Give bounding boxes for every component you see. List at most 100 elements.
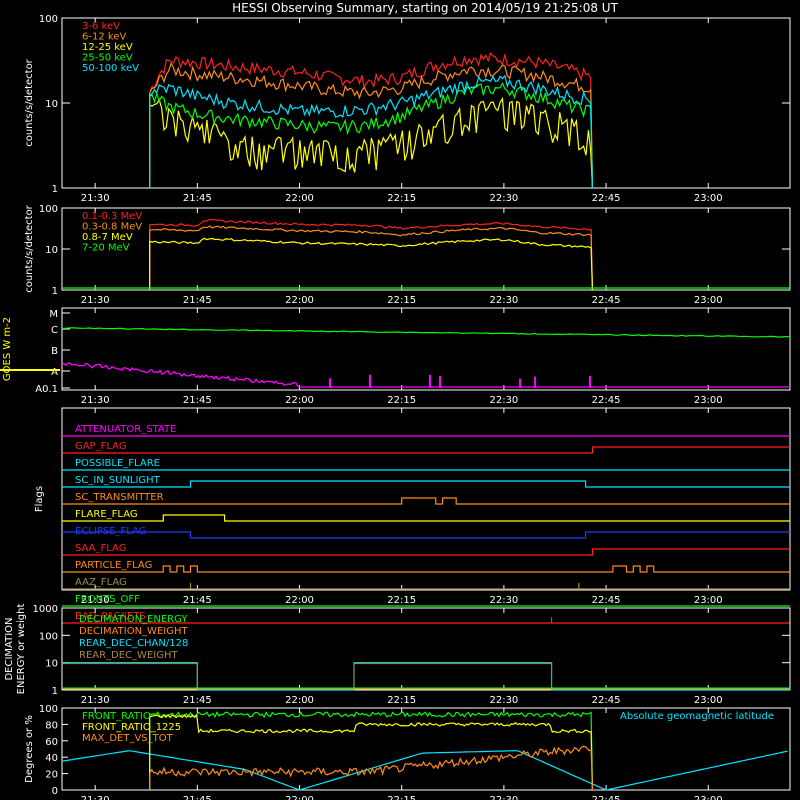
flag-label-2: POSSIBLE_FLARE xyxy=(75,458,160,469)
y-tick-label: 100 xyxy=(39,204,58,215)
flag-line-11 xyxy=(62,617,790,624)
flag-line-4 xyxy=(62,497,790,505)
x-tick-label: 22:30 xyxy=(489,193,518,204)
x-tick-label: 21:30 xyxy=(81,595,110,606)
series-line-0 xyxy=(149,218,594,291)
series-line-2 xyxy=(62,662,790,691)
x-tick-label: 22:15 xyxy=(387,193,416,204)
flag-label-8: PARTICLE_FLAG xyxy=(75,560,152,571)
legend-entry-3: REAR_DEC_WEIGHT xyxy=(79,650,178,661)
panel-frame-decimation xyxy=(61,607,791,691)
panel-frame-flags xyxy=(61,407,791,591)
flag-line-9 xyxy=(62,583,790,590)
y-axis-label: Flags xyxy=(34,486,45,512)
legend-entry-3: 25-50 keV xyxy=(82,53,133,64)
x-tick-label: 23:00 xyxy=(694,193,723,204)
legend-entry-0: DECIMATION_ENERGY xyxy=(79,614,188,625)
legend-entry-0: 0.1-0.3 MeV xyxy=(82,211,142,222)
y-tick-label: 20 xyxy=(45,770,58,781)
x-tick-label: 21:45 xyxy=(183,795,212,800)
y-axis-label-1: DECIMATION xyxy=(4,617,15,680)
annotation-label: Absolute geomagnetic latitude xyxy=(620,711,774,722)
y-axis-label: counts/s/detector xyxy=(24,58,35,146)
x-tick-label: 23:00 xyxy=(694,395,723,406)
x-tick-label: 22:15 xyxy=(387,695,416,706)
flag-label-11: BAD_PACKETS xyxy=(75,611,146,622)
y-tick-label: 100 xyxy=(39,14,58,25)
y-axis-label: GOES W m-2 xyxy=(2,317,13,381)
y-tick-label: 1000 xyxy=(33,604,58,615)
y-axis-label: counts/s/detector xyxy=(24,204,35,292)
x-tick-label: 21:30 xyxy=(81,193,110,204)
x-tick-label: 21:45 xyxy=(183,395,212,406)
legend-entry-0: 3-6 keV xyxy=(82,21,120,32)
series-line-cyan xyxy=(61,750,788,791)
y-tick-label: M xyxy=(49,309,58,320)
y-tick-label: 40 xyxy=(45,753,58,764)
x-tick-label: 22:00 xyxy=(285,295,314,306)
x-tick-label: 23:00 xyxy=(694,695,723,706)
series-line-0 xyxy=(149,710,594,791)
flag-line-7 xyxy=(62,548,790,556)
y-tick-label: 0 xyxy=(52,786,58,797)
x-tick-label: 22:45 xyxy=(592,695,621,706)
x-tick-label: 22:00 xyxy=(285,695,314,706)
series-line-1 xyxy=(149,713,594,791)
legend-entry-1: DECIMATION_WEIGHT xyxy=(79,626,188,637)
x-tick-label: 22:30 xyxy=(489,595,518,606)
flag-label-1: GAP_FLAG xyxy=(75,441,127,452)
flag-label-0: ATTENUATOR_STATE xyxy=(75,424,176,435)
y-tick-label: 1 xyxy=(52,286,58,297)
y-axis-label: Degrees or % xyxy=(24,715,35,783)
y-tick-label: A0.1 xyxy=(35,384,58,395)
legend-entry-0: FRONT_RATIO xyxy=(82,711,151,722)
flag-label-7: SAA_FLAG xyxy=(75,543,126,554)
x-tick-label: 22:45 xyxy=(592,295,621,306)
y-tick-label: 80 xyxy=(45,720,58,731)
flag-label-5: FLARE_FLAG xyxy=(75,509,138,520)
series-line-4 xyxy=(149,74,594,189)
x-tick-label: 22:45 xyxy=(592,595,621,606)
x-tick-label: 22:45 xyxy=(592,795,621,800)
legend-entry-2: REAR_DEC_CHAN/128 xyxy=(79,638,188,649)
series-line-3 xyxy=(62,663,790,690)
panel-frame-goes xyxy=(61,307,791,391)
flag-line-1 xyxy=(62,446,790,454)
y-tick-label: 100 xyxy=(39,704,58,715)
x-tick-label: 21:30 xyxy=(81,695,110,706)
x-tick-label: 22:30 xyxy=(489,295,518,306)
series-line-1 xyxy=(149,62,594,189)
series-line-0 xyxy=(149,52,594,189)
x-tick-label: 23:00 xyxy=(694,795,723,800)
y-tick-label: 100 xyxy=(39,631,58,642)
flag-label-9: AAZ_FLAG xyxy=(75,577,127,588)
y-axis-label-2: ENERGY or weight xyxy=(16,604,27,695)
x-tick-label: 22:00 xyxy=(285,595,314,606)
flag-label-4: SC_TRANSMITTER xyxy=(75,492,164,503)
legend-entry-2: 0.8-7 MeV xyxy=(82,232,133,243)
x-tick-label: 22:00 xyxy=(285,395,314,406)
panels-layer: 21:30 21:45 22:00 22:15 22:30 22:45 23:0010010… xyxy=(0,14,791,800)
x-tick-label: 23:00 xyxy=(694,595,723,606)
x-tick-label: 22:15 xyxy=(387,295,416,306)
panel-frame-hxr xyxy=(61,17,791,189)
legend-entry-4: 50-100 keV xyxy=(82,63,139,74)
flag-line-8 xyxy=(62,565,790,573)
legend-entry-2: 12-25 keV xyxy=(82,42,133,53)
x-tick-label: 22:30 xyxy=(489,695,518,706)
series-line-0 xyxy=(61,327,791,338)
x-tick-label: 22:15 xyxy=(387,395,416,406)
legend-entry-2: MAX_DET_VS_TOT xyxy=(82,733,174,744)
flag-line-6 xyxy=(62,531,790,539)
y-tick-label: 1 xyxy=(52,184,58,195)
flag-line-3 xyxy=(62,480,790,488)
flag-label-3: SC_IN_SUNLIGHT xyxy=(75,475,161,486)
legend-entry-1: 0.3-0.8 MeV xyxy=(82,222,142,233)
y-tick-label: 10 xyxy=(45,245,58,256)
x-tick-label: 22:30 xyxy=(489,795,518,800)
x-tick-label: 22:45 xyxy=(592,193,621,204)
x-tick-label: 21:45 xyxy=(183,595,212,606)
series-line-3 xyxy=(149,82,594,189)
y-tick-label: 10 xyxy=(45,659,58,670)
